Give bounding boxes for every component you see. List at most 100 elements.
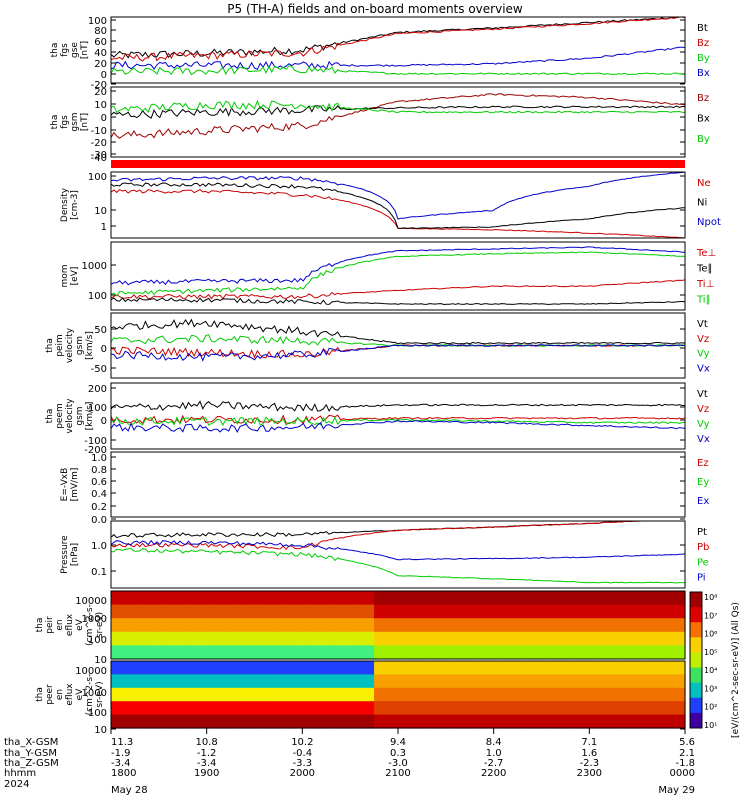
spectrogram-cell — [158, 687, 172, 702]
spectrogram-cell — [589, 701, 602, 716]
spectrogram-cell — [421, 645, 435, 660]
spectrogram-cell — [134, 701, 148, 716]
x-col-value: 2200 — [481, 768, 506, 779]
spectrogram-cell — [218, 687, 232, 702]
colorbar-tick: 10⁴ — [704, 666, 717, 675]
spectrogram-cell — [469, 645, 483, 660]
spectrogram-cell — [529, 631, 543, 646]
spectrogram-cell — [601, 591, 614, 606]
ytick-label: -20 — [91, 80, 107, 91]
spectrogram-cell — [409, 687, 423, 702]
spectrogram-cell — [421, 701, 435, 716]
spectrogram-cell — [637, 604, 650, 619]
spectrogram-cell — [673, 674, 686, 689]
spectrogram-cell — [326, 645, 339, 660]
spectrogram-cell — [278, 687, 291, 702]
spectrogram-cell — [553, 674, 567, 689]
spectrogram-cell — [230, 687, 244, 702]
spectrogram-cell — [182, 645, 196, 660]
spectrogram-cell — [290, 661, 303, 675]
spectrogram-cell — [158, 631, 172, 646]
spectrogram-cell — [505, 618, 519, 633]
spectrogram-cell — [505, 591, 519, 606]
panel-efield: E=-VxB [mV/m] 1.00.80.60.4 0.2 0.0 Ez Ey Ex — [60, 451, 709, 526]
ylabel-line: mom — [60, 264, 70, 287]
panel-peem-vel: tha peem velocity gsm [km/s] 200 100 0 -100-200 V… — [45, 382, 710, 456]
spectrogram-cell — [194, 591, 208, 606]
spectrogram-cell — [170, 701, 184, 716]
x-col-value: 2.1 — [679, 748, 695, 759]
spectrogram-cell — [529, 604, 543, 619]
spectrogram-cell — [661, 591, 674, 606]
spectrogram-cell — [266, 604, 280, 619]
plot-title: P5 (TH-A) fields and on-board moments ov… — [227, 2, 523, 16]
spectrogram-cell — [158, 645, 172, 660]
ylabel-line: tha — [45, 338, 55, 353]
ytick-label: -100 — [84, 436, 107, 447]
spectrogram-cell — [182, 631, 196, 646]
spectrogram-cell — [481, 674, 495, 689]
spectrogram-cell — [158, 714, 172, 729]
spectrogram-cell — [565, 661, 578, 675]
spectrogram-cell — [541, 645, 555, 660]
spectrogram-cell — [433, 687, 447, 702]
ytick-label: 200 — [88, 384, 107, 395]
spectrogram-cell — [182, 701, 196, 716]
colorbar-label: [eV/(cm^2-sec-sr-eV)] (All Qs) — [731, 602, 741, 738]
spectrogram-cell — [206, 604, 220, 619]
spectrogram-cell — [386, 631, 399, 646]
spectrogram-cell — [577, 674, 590, 689]
spectrogram-cell — [302, 591, 315, 606]
x-row-label: tha_Y-GSM — [4, 748, 57, 759]
spectrogram-cell — [409, 591, 423, 606]
spectrogram-cell — [302, 604, 315, 619]
spectrogram-cell — [409, 661, 423, 675]
series-line-Vz — [110, 414, 686, 425]
spectrogram-cell — [613, 674, 626, 689]
spectrogram-cell — [637, 631, 650, 646]
spectrogram-cell — [266, 674, 280, 689]
spectrogram-cell — [649, 661, 662, 675]
spectrogram-cell — [541, 687, 555, 702]
spectrogram-cell — [278, 714, 291, 729]
ylabel-line: peir — [45, 616, 55, 634]
spectrogram-cell — [194, 674, 208, 689]
spectrogram-cell — [374, 714, 387, 729]
spectrogram-cell — [122, 591, 136, 606]
spectrogram-cell — [170, 604, 184, 619]
spectrogram-cell — [266, 687, 280, 702]
spectrogram-cell — [386, 687, 399, 702]
spectrogram-cell — [266, 701, 280, 716]
spectrogram-cell — [661, 701, 674, 716]
spectrogram-cell — [374, 674, 387, 689]
series-line-Bt — [110, 16, 685, 59]
panel-frame — [110, 312, 686, 379]
spectrogram-cell — [242, 604, 256, 619]
x-col-value: -0.4 — [293, 748, 313, 759]
colorbar-tick: 10⁸ — [704, 593, 717, 602]
spectrogram-cell — [529, 674, 543, 689]
ytick-label: 0.6 — [91, 477, 107, 488]
ytick-label: 1.0 — [91, 541, 107, 552]
spectrogram-cell — [398, 631, 411, 646]
spectrogram-cell — [302, 645, 315, 660]
spectrogram-cell — [421, 631, 435, 646]
spectrogram-cell — [278, 674, 291, 689]
spectrogram-cell — [326, 631, 339, 646]
ylabel-line: [km/s] — [85, 331, 95, 360]
spectrogram-cell — [254, 687, 268, 702]
series-line-Vt — [110, 400, 685, 413]
spectrogram-cell — [637, 674, 650, 689]
spectrogram-cell — [565, 714, 578, 729]
spectrogram-cell — [457, 604, 471, 619]
x-col-value: 5.6 — [679, 737, 695, 748]
spectrogram-cell — [649, 645, 662, 660]
ytick-label: 1000 — [82, 614, 107, 625]
spectrogram-cell — [577, 604, 590, 619]
ytick-label: 80 — [94, 26, 107, 37]
spectrogram-cell — [565, 631, 578, 646]
ytick-label: 100 — [88, 291, 107, 302]
spectrogram-cell — [290, 591, 303, 606]
spectrogram-cell — [374, 701, 387, 716]
spectrogram-cell — [278, 618, 291, 633]
